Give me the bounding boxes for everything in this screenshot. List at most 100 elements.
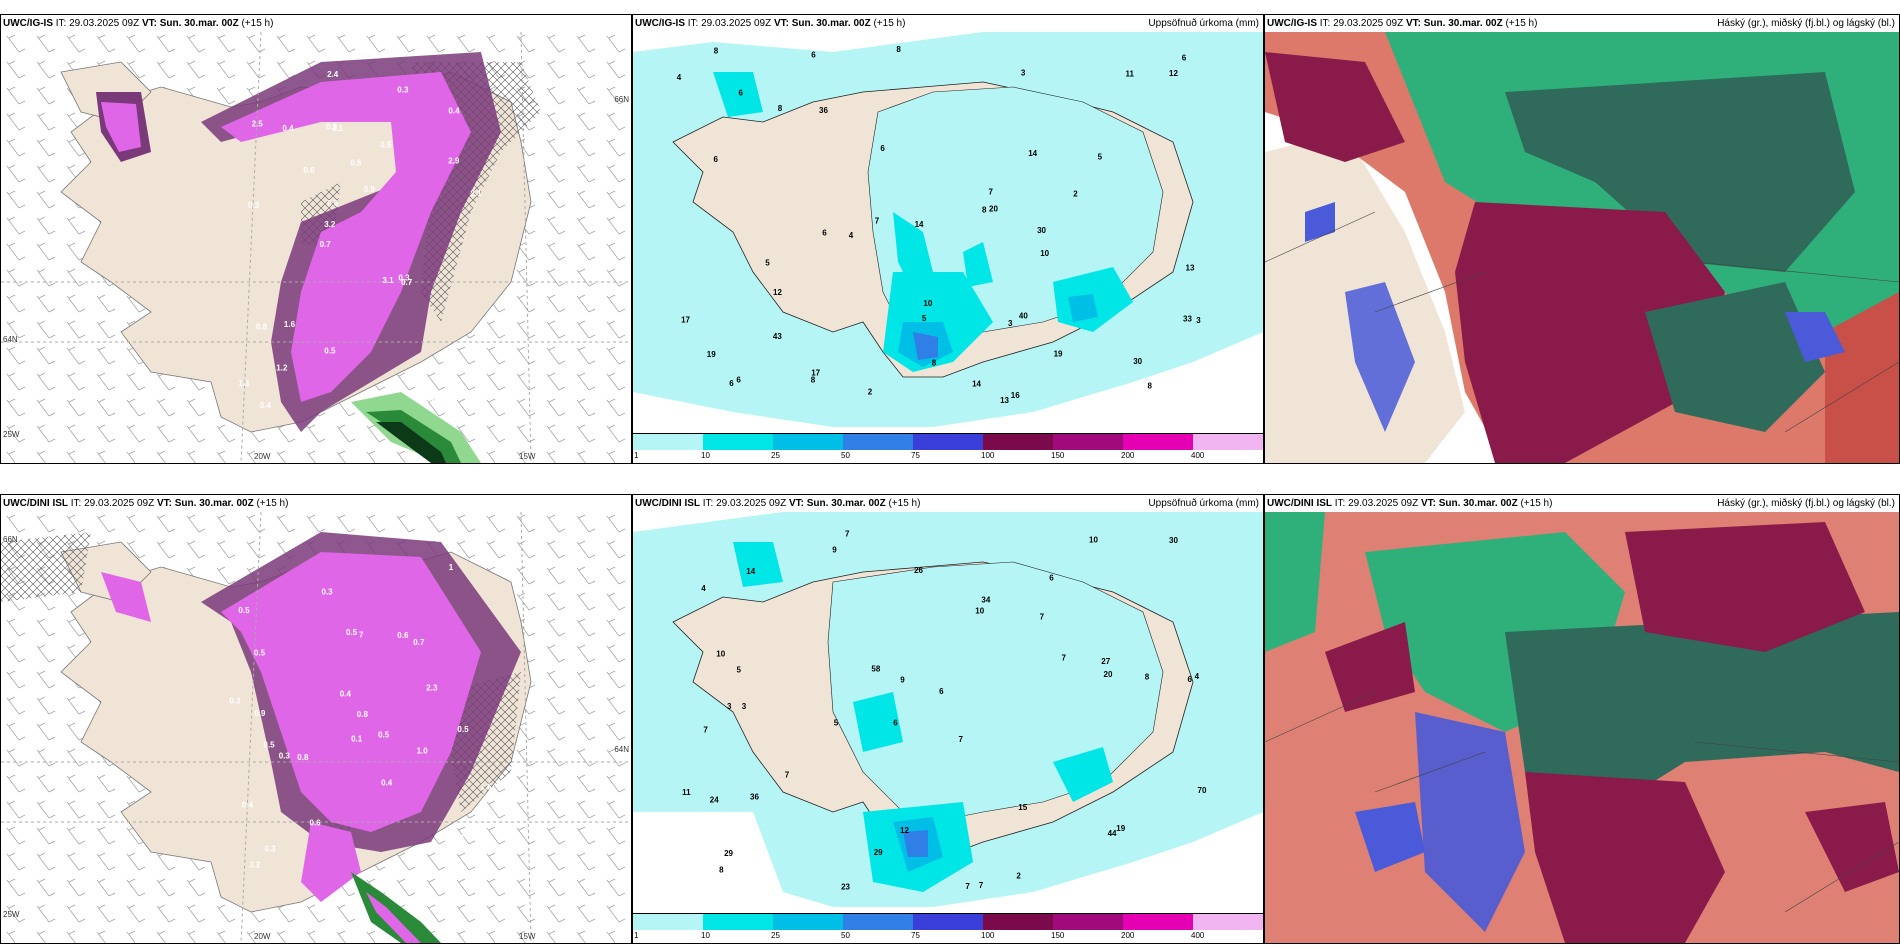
value-label: 10 — [975, 606, 984, 615]
lat-label-a: 66N — [3, 535, 18, 544]
value-label: 0.8 — [441, 355, 453, 364]
colorbar-label: 150 — [1051, 931, 1065, 940]
value-label: 3 — [727, 702, 732, 711]
panel-title: UWC/DINI ISL IT: 29.03.2025 09Z VT: Sun.… — [635, 498, 921, 509]
value-label: 2.3 — [426, 684, 438, 693]
value-label: 1 — [449, 563, 454, 572]
value-label: 0.5 — [346, 628, 358, 637]
colorbar-label: 150 — [1051, 451, 1065, 460]
value-label: 3 — [742, 702, 747, 711]
value-label: 7 — [989, 187, 994, 196]
value-label: 4 — [701, 584, 706, 593]
value-label: 11 — [682, 788, 691, 797]
value-label: 0.6 — [303, 166, 315, 175]
value-label: 0.4 — [282, 124, 294, 133]
value-label: 0.7 — [413, 638, 425, 647]
colorbar-label: 200 — [1121, 451, 1135, 460]
value-label: 0.4 — [448, 107, 460, 116]
colorbar-label: 1 — [634, 931, 639, 940]
lon-label-a: 20W — [254, 932, 271, 941]
value-label: 0.3 — [326, 123, 338, 132]
value-label: 6 — [939, 687, 944, 696]
lat-label-b: 64N — [614, 745, 629, 754]
value-label: 8 — [896, 45, 901, 54]
value-label: 20 — [989, 204, 998, 213]
value-label: 6 — [1182, 53, 1187, 62]
value-label: 43 — [773, 332, 782, 341]
panel-ig-clouds: UWC/IG-IS IT: 29.03.2025 09Z VT: Sun. 30… — [1264, 14, 1900, 464]
cloud-map — [1265, 32, 1899, 463]
colorbar-label: 75 — [911, 451, 920, 460]
colorbar-label: 400 — [1191, 451, 1205, 460]
value-label: 0.8 — [256, 322, 268, 331]
colorbar-label: 75 — [911, 931, 920, 940]
colorbar-label: 10 — [701, 931, 710, 940]
value-label: 0.3 — [265, 845, 277, 854]
value-label: 2.5 — [252, 119, 264, 128]
value-label: 26 — [914, 566, 923, 575]
value-label: 44 — [1108, 829, 1117, 838]
colorbar-label: 10 — [701, 451, 710, 460]
value-label: 6 — [1049, 574, 1054, 583]
value-label: 3 — [1196, 316, 1201, 325]
panel-dini-precip: UWC/DINI ISL IT: 29.03.2025 09Z VT: Sun.… — [632, 494, 1264, 944]
value-label: 7 — [959, 735, 964, 744]
value-label: 1.6 — [481, 782, 493, 791]
value-label: 0.9 — [364, 185, 376, 194]
value-label: 36 — [750, 793, 759, 802]
value-label: 0.6 — [397, 631, 409, 640]
value-label: 1.6 — [284, 320, 296, 329]
value-label: 13 — [1186, 264, 1195, 273]
value-label: 6 — [736, 376, 741, 385]
colorbar: 1 10 25 50 75 100 150 200 400 — [633, 913, 1263, 943]
value-label: 14 — [746, 567, 755, 576]
value-label: 0.6 — [310, 819, 322, 828]
value-label: 11 — [1126, 69, 1135, 78]
panel-title: UWC/DINI ISL IT: 29.03.2025 09Z VT: Sun.… — [1267, 498, 1553, 509]
value-label: 6 — [729, 379, 734, 388]
cloud-title: Háský (gr.), miðský (fj.bl.) og lágský (… — [1717, 498, 1895, 509]
colorbar-label: 25 — [771, 931, 780, 940]
value-label: 0.8 — [357, 710, 369, 719]
value-label: 12 — [900, 826, 909, 835]
value-label: 19 — [707, 350, 716, 359]
value-label: 0.3 — [322, 588, 334, 597]
value-label: 0.4 — [260, 401, 272, 410]
value-label: 0.5 — [254, 648, 266, 657]
value-label: 70 — [1198, 786, 1207, 795]
colorbar-label: 50 — [841, 451, 850, 460]
value-label: 14 — [915, 220, 924, 229]
value-label: 2.1 — [470, 189, 482, 198]
value-label: 29 — [874, 848, 883, 857]
value-label: 2 — [1073, 189, 1078, 198]
value-label: 33 — [1183, 315, 1192, 324]
lat-label-b: 64N — [3, 335, 18, 344]
value-label: 15 — [1018, 803, 1027, 812]
value-label: 9 — [832, 545, 837, 554]
panel-dini-clouds: UWC/DINI ISL IT: 29.03.2025 09Z VT: Sun.… — [1264, 494, 1900, 944]
value-label: 30 — [1037, 226, 1046, 235]
value-label: 17 — [811, 368, 820, 377]
colorbar-swatch — [1193, 434, 1263, 450]
value-label: 0.3 — [248, 201, 260, 210]
value-label: 0.5 — [324, 347, 336, 356]
value-label: 0.4 — [340, 690, 352, 699]
value-label: 9 — [900, 676, 905, 685]
value-label: 8 — [982, 205, 987, 214]
precip-title: Uppsöfnuð úrkoma (mm) — [1148, 18, 1259, 29]
value-label: 10 — [923, 299, 932, 308]
value-label: 0.4 — [455, 831, 467, 840]
value-label: 0.4 — [381, 778, 393, 787]
value-label: 1.0 — [417, 746, 429, 755]
value-label: 19 — [1054, 350, 1063, 359]
value-label: 13 — [1000, 396, 1009, 405]
value-label: 0.4 — [242, 800, 254, 809]
value-label: 12 — [1169, 69, 1178, 78]
colorbar-label: 100 — [981, 451, 995, 460]
value-label: 3.2 — [324, 220, 336, 229]
value-label: 4 — [849, 231, 854, 240]
panel-dini-wind: UWC/DINI ISL IT: 29.03.2025 09Z VT: Sun.… — [0, 494, 632, 944]
panel-title: UWC/IG-IS IT: 29.03.2025 09Z VT: Sun. 30… — [3, 18, 274, 29]
value-label: 8 — [932, 359, 937, 368]
